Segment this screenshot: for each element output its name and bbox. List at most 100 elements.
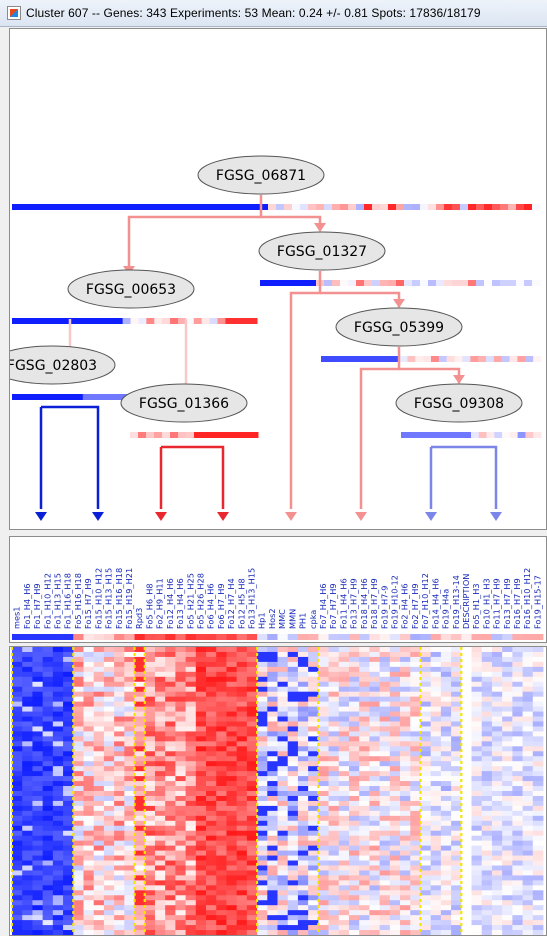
label-color-strip-cell <box>103 634 115 640</box>
svg-text:FGSG_00653: FGSG_00653 <box>86 282 176 298</box>
experiment-label: Fo5_H16_H18 <box>73 573 83 629</box>
label-color-strip-cell <box>532 634 544 640</box>
experiment-label: Fo6_H7_H9 <box>216 583 226 629</box>
label-color-strip-cell <box>144 634 156 640</box>
edge-01327-05399 <box>320 291 401 307</box>
label-color-strip-cell <box>461 634 472 640</box>
node-bar-fgsg-09308 <box>401 432 542 438</box>
experiment-label: Fo15_H10_H12 <box>93 568 103 629</box>
experiment-label: Fo15_H16_H18 <box>114 568 124 629</box>
experiment-label: Fo16_H10_H12 <box>522 568 532 629</box>
experiment-label: Fo5_H1_H3 <box>471 583 481 629</box>
label-color-strip-cell <box>512 634 523 640</box>
label-color-strip-cell <box>257 634 268 640</box>
label-color-strip-cell <box>440 634 452 640</box>
edge-02803-leaf-b <box>41 405 100 509</box>
tree-node-fgsg-09308[interactable]: FGSG_09308 <box>395 383 523 423</box>
label-color-strip-cell <box>52 634 64 640</box>
tree-edges <box>39 195 498 509</box>
experiment-label: Fo15_H7_H9 <box>83 578 93 629</box>
node-bar-fgsg-00653 <box>12 318 258 324</box>
edge-06871-01327 <box>261 215 322 231</box>
label-color-strip-cell <box>297 634 309 640</box>
label-color-strip-cell <box>12 634 23 640</box>
label-color-strip-cell <box>369 634 381 640</box>
label-color-strip-cell <box>73 634 84 640</box>
experiment-label: Fo5_H26_H28 <box>195 573 205 629</box>
label-color-strip-cell <box>522 634 534 640</box>
experiment-label: Fo19_H7-9 <box>379 586 389 629</box>
experiment-label: DESCRIPTION <box>461 574 471 629</box>
label-color-strip-cell <box>359 634 370 640</box>
edge-05399-leaf <box>359 347 401 509</box>
label-color-strip-cell <box>42 634 54 640</box>
label-color-strip-cell <box>471 634 483 640</box>
tree-node-fgsg-06871[interactable]: FGSG_06871 <box>197 155 325 195</box>
experiment-label: Fo19_H10-12 <box>389 575 399 629</box>
experiment-label: Fo12_H5_H8 <box>236 578 246 629</box>
experiment-label: Fo1_H10_H12 <box>42 573 52 629</box>
label-color-strip-cell <box>410 634 421 640</box>
arrowhead-01327 <box>314 223 326 232</box>
heatmap-panel[interactable] <box>9 646 547 936</box>
node-bar-fgsg-06871 <box>12 204 541 210</box>
label-color-strip-cell <box>430 634 442 640</box>
cluster-tree: FGSG_06871 FGSG_01327 FGSG_00653 FGSG_05399… <box>10 155 542 521</box>
tree-node-fgsg-01327[interactable]: FGSG_01327 <box>258 231 386 271</box>
cluster-tree-panel[interactable]: FGSG_06871 FGSG_01327 FGSG_00653 FGSG_05399… <box>9 28 547 530</box>
tree-node-fgsg-01366[interactable]: FGSG_01366 <box>120 383 248 423</box>
experiment-label: Fo7_H10_H12 <box>420 573 430 629</box>
edge-01327-leaf <box>289 271 322 509</box>
experiment-label: Fo13_H13_H15 <box>247 568 257 629</box>
experiment-labels: mes1 Fo1_H4_H6 Fo1_H7_H9 Fo1_H10_H12 Fo1_H13… <box>12 568 544 640</box>
tree-node-fgsg-02803[interactable]: FGSG_02803 <box>10 345 116 385</box>
label-color-strip-cell <box>114 634 125 640</box>
experiment-label: Fo2_H7_H9 <box>410 583 420 629</box>
leaf-arrow-3 <box>155 512 167 521</box>
label-color-strip-cell <box>226 634 238 640</box>
label-color-strip-cell <box>165 634 176 640</box>
experiment-label: Fo18_H4_H6 <box>359 578 369 629</box>
arrowhead-05399 <box>393 299 405 308</box>
svg-text:FGSG_05399: FGSG_05399 <box>354 320 444 336</box>
leaf-arrow-2 <box>92 512 104 521</box>
java-app-icon[interactable] <box>7 6 21 20</box>
label-color-strip-cell <box>154 634 166 640</box>
edge-06871-00653 <box>127 195 263 274</box>
experiment-label: Fo1_H7_H9 <box>32 583 42 629</box>
leaf-arrow-8 <box>490 512 502 521</box>
experiment-label: Hos2 <box>267 608 277 629</box>
tree-node-fgsg-00653[interactable]: FGSG_00653 <box>67 269 195 309</box>
experiment-label: Fo13_H7_H9 <box>502 578 512 629</box>
label-color-strip-cell <box>185 634 197 640</box>
experiment-label: MMN <box>287 609 297 629</box>
label-color-strip-cell <box>338 634 350 640</box>
experiment-labels-panel[interactable]: mes1 Fo1_H4_H6 Fo1_H7_H9 Fo1_H10_H12 Fo1_H13… <box>9 536 547 643</box>
experiment-label: Fo1_H16_H18 <box>63 573 73 629</box>
node-bar-fgsg-01327 <box>260 280 541 286</box>
label-color-strip-cell <box>246 634 258 640</box>
left-gutter <box>0 27 9 936</box>
expression-heatmap <box>10 647 544 935</box>
svg-text:FGSG_02803: FGSG_02803 <box>10 358 97 374</box>
tree-node-fgsg-05399[interactable]: FGSG_05399 <box>335 307 463 347</box>
label-color-strip-cell <box>481 634 493 640</box>
experiment-label: MMC <box>277 609 287 629</box>
node-bar-fgsg-01366 <box>130 432 259 438</box>
experiment-label: Fo13_H4_H6 <box>175 578 185 629</box>
leaf-arrow-6 <box>355 512 367 521</box>
edge-05399-09308 <box>399 367 461 383</box>
label-color-strip-cell <box>348 634 360 640</box>
experiment-label: PH1 <box>298 613 308 629</box>
tree-leaf-arrows <box>35 512 502 521</box>
window-titlebar[interactable]: Cluster 607 -- Genes: 343 Experiments: 5… <box>0 0 547 27</box>
label-color-strip-cell <box>32 634 44 640</box>
experiment-label: Fo18_H7_H9 <box>369 578 379 629</box>
experiment-label: Fo19_H15-17 <box>532 575 542 629</box>
leaf-arrow-4 <box>217 512 229 521</box>
experiment-label: Fo7_H7_H9 <box>328 583 338 629</box>
experiment-label: Fo7_H4_H6 <box>318 583 328 629</box>
svg-text:FGSG_01366: FGSG_01366 <box>139 396 229 412</box>
experiment-label: Fo19_H4a <box>441 589 451 629</box>
label-color-strip-cell <box>22 634 33 640</box>
